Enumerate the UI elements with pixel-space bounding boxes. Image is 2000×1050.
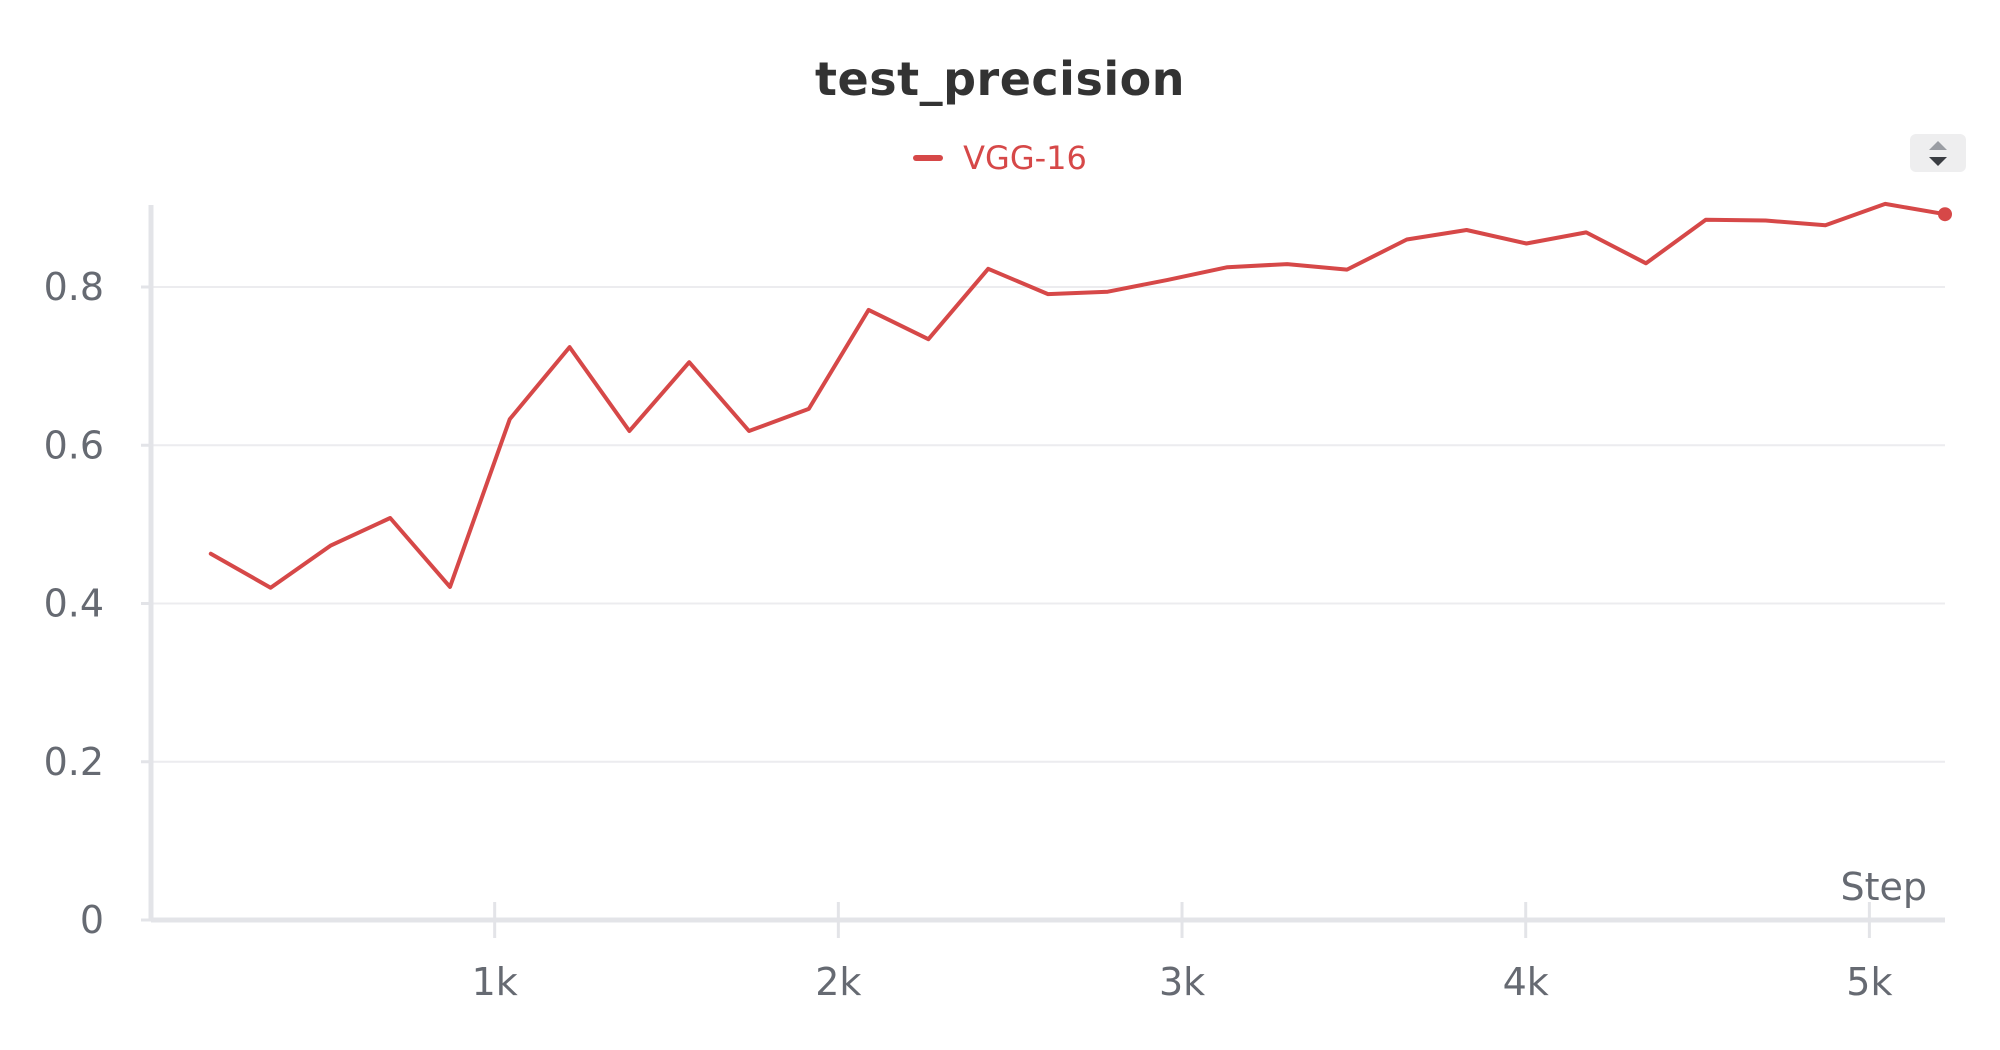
data-point [747,429,752,434]
data-point [1105,289,1110,294]
data-point [328,543,333,548]
legend-item-vgg-16[interactable]: VGG-16 [913,139,1087,177]
y-tick-label: 0.8 [44,265,104,309]
series-layer [208,201,1952,590]
data-point [268,585,273,590]
axes [148,205,1945,923]
chart-legend: VGG-16 [0,131,2000,177]
x-axis-title: Step [1840,865,1927,909]
data-point [448,584,453,589]
data-point [1703,217,1708,222]
x-tick-label: 4k [1503,960,1549,1004]
y-axis-ticks: 0 0.2 0.4 0.6 0.8 [44,265,151,942]
data-point [627,429,632,434]
grid-lines [151,286,1945,763]
x-tick-label: 2k [815,960,861,1004]
data-point [388,516,393,521]
x-tick-label: 1k [472,960,518,1004]
data-point [986,266,991,271]
series-line-vgg-16 [208,201,1947,590]
data-point [1464,228,1469,233]
data-point [687,360,692,365]
data-point [1404,237,1409,242]
data-point [507,417,512,422]
data-point [1345,267,1350,272]
x-tick-label: 5k [1846,960,1892,1004]
x-tick-label: 3k [1159,960,1205,1004]
sort-arrows-icon [1929,141,1947,166]
y-tick-label: 0.6 [44,423,104,467]
data-point [866,307,871,312]
data-point [926,337,931,342]
data-point [1823,223,1828,228]
data-point [806,406,811,411]
data-point [1584,230,1589,235]
y-tick-label: 0 [80,898,104,942]
data-point [1225,265,1230,270]
y-tick-label: 0.2 [44,740,104,784]
y-tick-label: 0.4 [44,582,104,626]
data-point [1165,277,1170,282]
data-point [1285,262,1290,267]
legend-label: VGG-16 [963,139,1087,177]
data-point [1524,241,1529,246]
chart-title: test_precision [815,52,1185,106]
data-point [1763,218,1768,223]
series-end-point [1938,207,1952,222]
data-point [1883,201,1888,206]
legend-sort-button[interactable] [1910,134,1966,172]
data-point [208,551,213,556]
data-point [1046,292,1051,297]
data-point [567,345,572,350]
x-axis-ticks: 1k 2k 3k 4k 5k [472,902,1892,1004]
data-point [1644,261,1649,266]
legend-swatch [913,155,944,161]
